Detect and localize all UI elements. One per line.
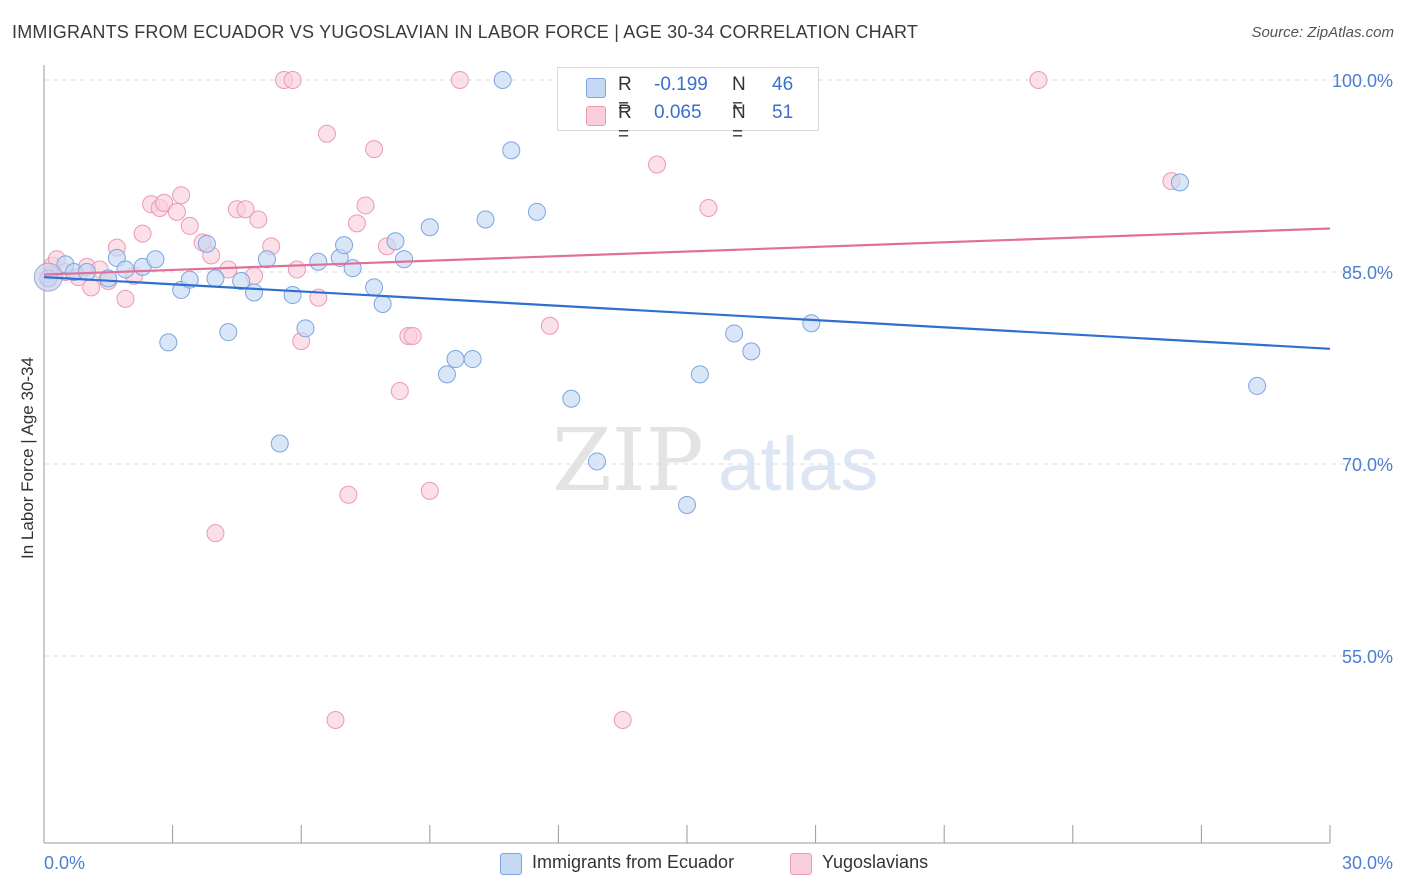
x-tick-label: 30.0% [1342,853,1393,873]
yugoslavian-point [116,289,135,308]
y-tick-label: 100.0% [1332,71,1393,91]
ecuador-trend-line [43,276,1331,350]
gridlines [44,79,1392,657]
ecuador-point [99,269,118,288]
ecuador-point [270,434,289,453]
ecuador-point [197,234,216,253]
r-value: -0.199 [654,74,708,95]
ecuador-point [690,365,709,384]
yugoslavian-point [647,155,666,174]
ecuador-point [283,286,302,305]
n-label: N = [732,102,746,145]
ecuador-point [159,333,178,352]
ecuador-point [373,295,392,313]
yugoslavian-point [133,224,152,243]
r-value: 0.065 [654,102,702,123]
r-label: R = [618,74,632,117]
ecuador-point [309,252,328,271]
x-tick-label: 0.0% [44,853,85,873]
yugoslavian-point [540,316,559,335]
yugoslavian-point [155,193,174,212]
ecuador-point [446,350,465,369]
ecuador-point [146,250,165,269]
ecuador-point [232,271,251,290]
ecuador-point [206,269,225,288]
watermark-atlas: atlas [718,422,879,507]
ecuador-point [527,202,546,221]
r-label: R = [618,102,632,145]
yugoslavian-point [82,278,101,297]
ecuador-point [493,71,512,89]
yugoslavian-point [699,199,718,217]
ecuador-point [725,324,744,343]
trend-lines [43,227,1331,350]
legend-label: Immigrants from Ecuador [532,852,735,872]
ecuador-point [245,283,264,302]
source-label: Source: ZipAtlas.com [1251,24,1394,41]
yugoslavians-trend-line [43,227,1331,276]
yugoslavian-point [283,71,302,89]
yugoslavian-point [219,260,238,279]
yugoslavian-point [1029,71,1048,89]
yugoslavian-point [420,481,439,500]
yugoslavian-point [167,202,186,221]
yugoslavian-point [317,124,336,143]
ecuador-point [386,232,405,251]
watermark-zip: ZIP [552,411,704,511]
ecuador-point [395,250,414,269]
yugoslavian-point [206,524,225,543]
y-tick-label: 70.0% [1342,455,1393,475]
yugoslavians-swatch [790,853,812,875]
ecuador-point [562,389,581,408]
ecuador-point [678,495,696,514]
correlation-legend: R = -0.199 N = 46 R = 0.065 N = 51 [557,67,819,145]
ecuador-point [437,365,456,384]
ecuador-point [802,314,821,333]
y-tick-label: 85.0% [1342,263,1393,283]
n-value: 51 [772,102,794,123]
ecuador-point [1248,376,1267,395]
watermark: ZIP atlas [552,411,879,511]
chart-title: IMMIGRANTS FROM ECUADOR VS YUGOSLAVIAN I… [12,22,919,42]
n-label: N = [732,74,746,117]
ecuador-point [257,250,276,269]
yugoslavian-point [339,485,358,504]
ecuador-point [420,218,439,237]
yugoslavian-point [365,140,384,159]
yugoslavian-point [347,214,366,233]
yugoslavian-point [326,711,345,729]
yugoslavian-point [390,382,409,401]
yugoslavian-point [613,711,632,729]
yugoslavian-point [236,200,255,219]
ecuador-point [742,342,761,361]
tick-labels: 55.0% 70.0% 85.0% 100.0% 0.0% 30.0% [44,71,1393,873]
ecuador-point [219,323,238,342]
data-points [33,71,1267,729]
yugoslavian-point [180,216,199,235]
ecuador-swatch [586,78,606,98]
ecuador-point [296,319,315,338]
yugoslavian-point [356,196,375,215]
yugoslavians-swatch [586,106,606,126]
n-value: 46 [772,74,794,95]
ecuador-point [335,236,354,255]
yugoslavian-point [403,327,422,345]
yugoslavian-point [450,71,469,89]
ecuador-point [476,210,495,229]
yugoslavian-point [172,186,191,205]
ecuador-swatch [500,853,522,875]
yugoslavian-point [249,210,268,229]
axes [43,65,1331,844]
yugoslavian-point [287,260,306,279]
ecuador-point [463,350,482,369]
y-tick-label: 55.0% [1342,647,1393,667]
ecuador-point [365,278,384,297]
ecuador-point [116,260,135,279]
ecuador-point [1170,173,1189,192]
ecuador-point [587,452,606,471]
ecuador-point [502,141,521,160]
legend-label: Yugoslavians [822,852,929,872]
